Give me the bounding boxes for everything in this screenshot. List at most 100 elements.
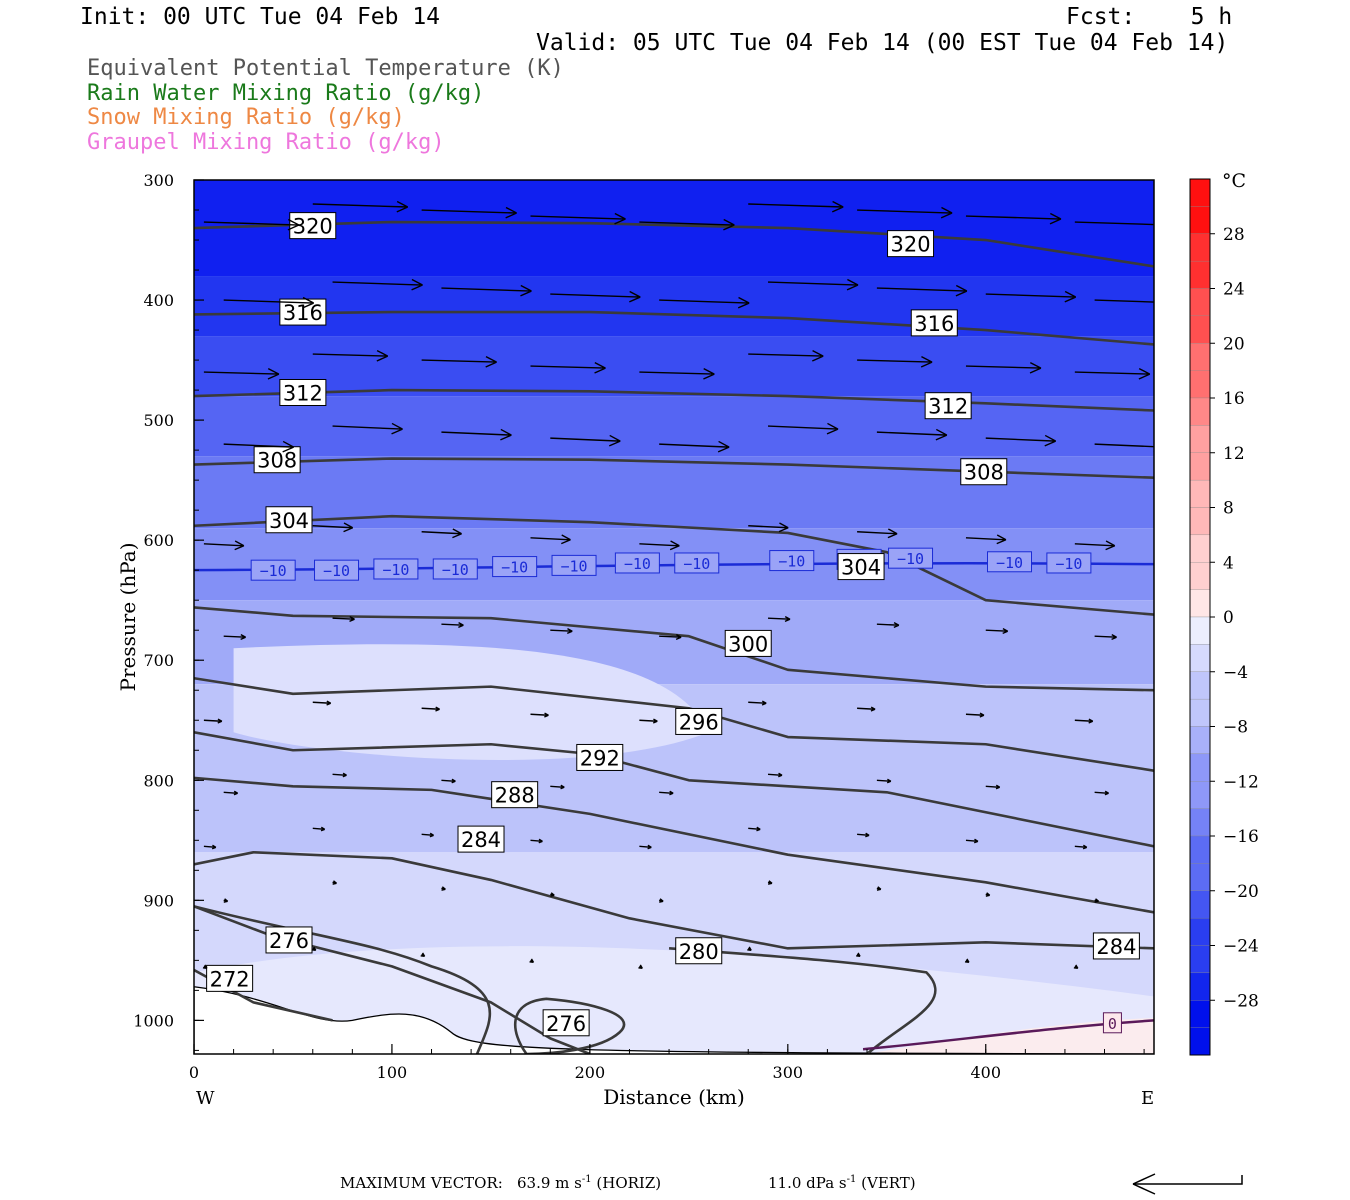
colorbar-segment — [1189, 452, 1211, 481]
legend-graupel: Graupel Mixing Ratio (g/kg) — [87, 130, 445, 155]
colorbar-tick-label-14: −28 — [1223, 991, 1259, 1011]
svg-text:0: 0 — [1108, 1015, 1117, 1033]
contour-label-312: 312 — [279, 378, 327, 406]
wind-vector-71 — [1094, 790, 1109, 796]
contour-label-288: 288 — [491, 781, 539, 809]
contour-theta-320 — [194, 220, 1154, 268]
svg-text:304: 304 — [841, 556, 881, 580]
wind-vector-28 — [332, 422, 403, 435]
wind-vector-52 — [985, 627, 1009, 635]
shade-band-2 — [194, 336, 1154, 397]
max-vector-horiz: 63.9 m s-1 (HORIZ) — [517, 1174, 662, 1192]
colorbar-segment — [1189, 726, 1211, 755]
svg-text:276: 276 — [546, 1012, 586, 1036]
max-vector-label: MAXIMUM VECTOR: — [340, 1174, 503, 1192]
svg-text:288: 288 — [495, 784, 535, 808]
colorbar-segment — [1189, 397, 1211, 426]
svg-text:292: 292 — [580, 746, 620, 770]
colorbar-tick-label-10: −12 — [1223, 772, 1259, 792]
colorbar-segment — [1189, 972, 1211, 1001]
colorbar-segment — [1189, 315, 1211, 344]
wind-vector-53 — [1094, 633, 1117, 641]
wind-vector-14 — [767, 278, 859, 291]
shade-band-3 — [194, 396, 1154, 457]
svg-text:−10: −10 — [778, 553, 805, 571]
svg-text:−10: −10 — [560, 557, 587, 575]
wind-vector-68 — [767, 772, 783, 778]
svg-text:−10: −10 — [501, 559, 528, 577]
contour-theta-276-cell — [513, 997, 626, 1054]
wind-vector-9 — [223, 296, 315, 309]
wind-vector-51 — [876, 621, 900, 629]
isotherm-label-4: −10 — [492, 556, 538, 578]
wind-vector-78 — [857, 832, 870, 838]
wind-vector-10 — [332, 278, 423, 291]
wind-vector-76 — [639, 844, 652, 850]
wind-vector-13 — [659, 296, 750, 309]
shade-band-0 — [194, 180, 1154, 277]
wind-vector-31 — [659, 440, 730, 453]
wind-vector-98 — [1073, 964, 1079, 970]
wind-vector-75 — [530, 838, 543, 844]
legend-rain: Rain Water Mixing Ratio (g/kg) — [87, 81, 485, 106]
colorbar-segment — [1189, 781, 1211, 809]
colorbar-segment — [1189, 616, 1211, 645]
isotherm-label-10: −10 — [888, 547, 934, 569]
colorbar-segment — [1189, 288, 1211, 317]
wind-vector-95 — [747, 946, 752, 952]
isotherm-label-12: −10 — [1046, 552, 1092, 574]
wind-vector-87 — [876, 886, 882, 891]
reference-vector-arrow — [1132, 1173, 1243, 1195]
wind-vector-45 — [223, 633, 247, 641]
wind-vector-4 — [639, 218, 735, 231]
contour-label-276: 276 — [265, 926, 313, 954]
svg-text:280: 280 — [679, 940, 719, 964]
svg-text:−10: −10 — [897, 550, 924, 568]
init-time: Init: 00 UTC Tue 04 Feb 14 — [80, 4, 441, 30]
colorbar-segment — [1189, 260, 1211, 289]
wind-vector-1 — [312, 200, 409, 213]
wind-vector-62 — [1074, 718, 1094, 724]
wind-vector-57 — [530, 712, 549, 718]
wind-vector-3 — [530, 212, 626, 225]
colorbar-segment — [1189, 1000, 1211, 1028]
wind-vector-97 — [964, 958, 970, 964]
contour-theta-288 — [194, 776, 1154, 914]
wind-vector-29 — [441, 428, 512, 441]
svg-text:−10: −10 — [1055, 555, 1082, 573]
svg-text:−10: −10 — [996, 554, 1023, 572]
wind-vector-60 — [857, 706, 876, 712]
isotherm-label-5: −10 — [551, 554, 597, 576]
wind-vector-84 — [550, 892, 555, 897]
temperature-shading — [194, 180, 1154, 1054]
wind-vector-74 — [421, 832, 434, 838]
colorbar-segment — [1189, 808, 1211, 837]
wind-vector-23 — [748, 349, 824, 362]
wind-vector-37 — [312, 522, 354, 533]
wind-vector-66 — [550, 784, 565, 790]
contour-label-284-east: 284 — [1092, 932, 1140, 960]
svg-text:−10: −10 — [260, 562, 287, 580]
isotherm-label-8: −10 — [769, 550, 815, 572]
wind-vector-35 — [1094, 441, 1154, 453]
wind-vector-90 — [202, 964, 208, 970]
contour-label-316-east: 316 — [910, 309, 958, 337]
isotherm-label-11: −10 — [987, 551, 1033, 573]
wind-vector-21 — [530, 361, 606, 374]
y-tick-label-400: 400 — [143, 291, 174, 310]
colorbar-segment — [1189, 589, 1211, 618]
colorbar-segment — [1189, 835, 1211, 864]
wind-vector-92 — [420, 952, 426, 958]
colorbar-segment — [1189, 1027, 1211, 1056]
colorbar-segment — [1189, 233, 1211, 262]
contour-label-284: 284 — [457, 825, 505, 853]
wind-vector-40 — [639, 540, 680, 551]
colorbar-segment — [1189, 917, 1211, 946]
wind-vector-83 — [441, 886, 446, 891]
wind-vector-69 — [876, 778, 892, 784]
wind-vector-58 — [639, 718, 658, 724]
valid-time: Valid: 05 UTC Tue 04 Feb 14 (00 EST Tue … — [536, 30, 1229, 56]
colorbar-segment — [1189, 425, 1211, 453]
wind-vector-42 — [857, 528, 898, 539]
wind-vector-34 — [985, 434, 1057, 447]
